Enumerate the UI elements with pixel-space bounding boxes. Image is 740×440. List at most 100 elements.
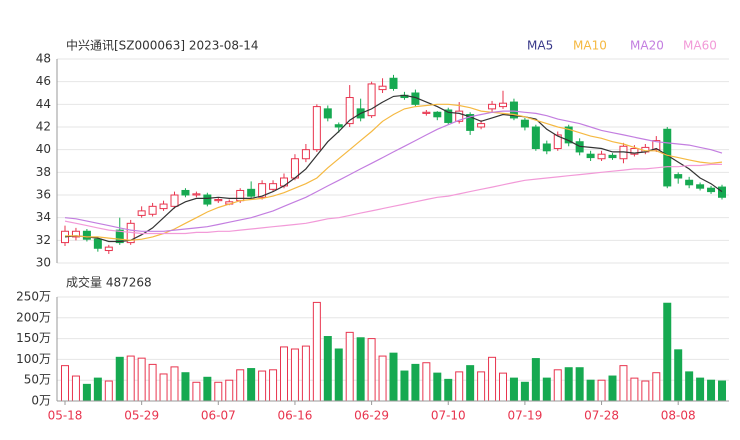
legend-label: MA60 [683,39,717,53]
volume-bar [455,371,464,402]
volume-bar [93,377,102,402]
y-tick-label: 150万 [16,331,51,345]
x-tick-label: 05-18 [48,409,83,423]
volume-bar [104,380,113,402]
volume-bar [214,381,223,402]
volume-bar [115,356,124,402]
candle-body [652,140,661,151]
y-tick-label: 48 [36,52,51,66]
candle-body [104,246,113,252]
volume-bar [378,355,387,402]
x-tick-label: 05-29 [124,409,159,423]
candle-body [367,83,376,117]
volume-bar [203,376,212,402]
volume-bar [477,371,486,402]
volume-bar [61,365,69,402]
candle-body [323,108,332,119]
x-tick-label: 06-07 [201,409,236,423]
candle-body [93,238,102,249]
y-tick-label: 0万 [31,394,51,408]
candle-body [71,230,80,238]
volume-bar [542,377,551,402]
volume-bar [181,372,190,402]
volume-bar [444,378,453,402]
volume-bar [663,302,672,402]
volume-bar [356,337,365,402]
volume-bar [71,375,80,402]
candle-body [433,111,442,118]
y-tick-label: 34 [36,210,51,224]
candle-body [115,229,124,244]
y-tick-label: 200万 [16,310,51,324]
volume-bar [312,301,321,402]
volume-bar [499,372,507,402]
candle-body [520,119,529,128]
volume-bar [586,379,595,402]
volume-bar [433,372,442,402]
volume-bar [564,367,573,402]
y-tick-label: 250万 [16,290,51,304]
y-tick-label: 30 [36,256,51,270]
volume-title: 成交量 487268 [66,275,152,290]
volume-bar [619,365,628,402]
y-tick-label: 36 [36,188,51,202]
y-tick-label: 44 [36,97,51,111]
volume-bar [608,375,617,402]
candle-body [597,153,606,160]
volume-bar [159,373,168,402]
candle-body [203,194,212,205]
volume-bar [290,348,299,402]
volume-bar [82,383,91,402]
candle-body [258,183,267,198]
volume-bar [685,371,694,402]
candle-body [334,124,343,128]
volume-bar [137,357,146,402]
x-tick-label: 07-19 [507,409,542,423]
volume-bar [389,352,398,402]
legend-label: MA5 [527,39,553,53]
ma-line [64,110,723,232]
candle-body [137,210,146,216]
candle-body [488,103,497,110]
ma-line [65,103,723,241]
volume-bar [520,381,529,402]
legend-label: MA20 [630,39,664,53]
y-tick-label: 50万 [24,373,51,387]
candle-body [290,158,299,179]
candle-body [345,97,354,125]
candle-body [564,126,573,144]
volume-bar [323,336,332,402]
volume-bar [280,346,288,402]
candle-body [608,154,617,159]
legend-label: MA10 [573,39,607,53]
candle-body [378,85,387,91]
candle-body [444,109,453,123]
volume-bar [301,345,310,402]
volume-bar [641,380,650,402]
candle-body [509,101,518,119]
x-tick-label: 07-28 [584,409,619,423]
candle-body [247,188,256,197]
candle-body [586,153,595,159]
volume-bar [192,381,201,402]
y-tick-label: 46 [36,74,51,88]
volume-bar [718,380,726,402]
y-tick-label: 38 [36,165,51,179]
x-tick-label: 07-10 [431,409,466,423]
volume-bar [652,372,661,402]
candle-body [707,187,716,193]
candle-body [477,123,486,128]
candle-body [542,143,551,152]
x-tick-label: 06-16 [278,409,313,423]
candle-body [312,106,321,151]
candle-body [674,174,683,179]
volume-bar [225,379,234,402]
volume-bar [400,370,409,402]
volume-bar [707,379,716,402]
candle-body [214,199,223,202]
candle-body [82,230,91,240]
candle-body [181,189,190,196]
volume-bar [466,365,475,402]
x-tick-label: 06-29 [354,409,389,423]
